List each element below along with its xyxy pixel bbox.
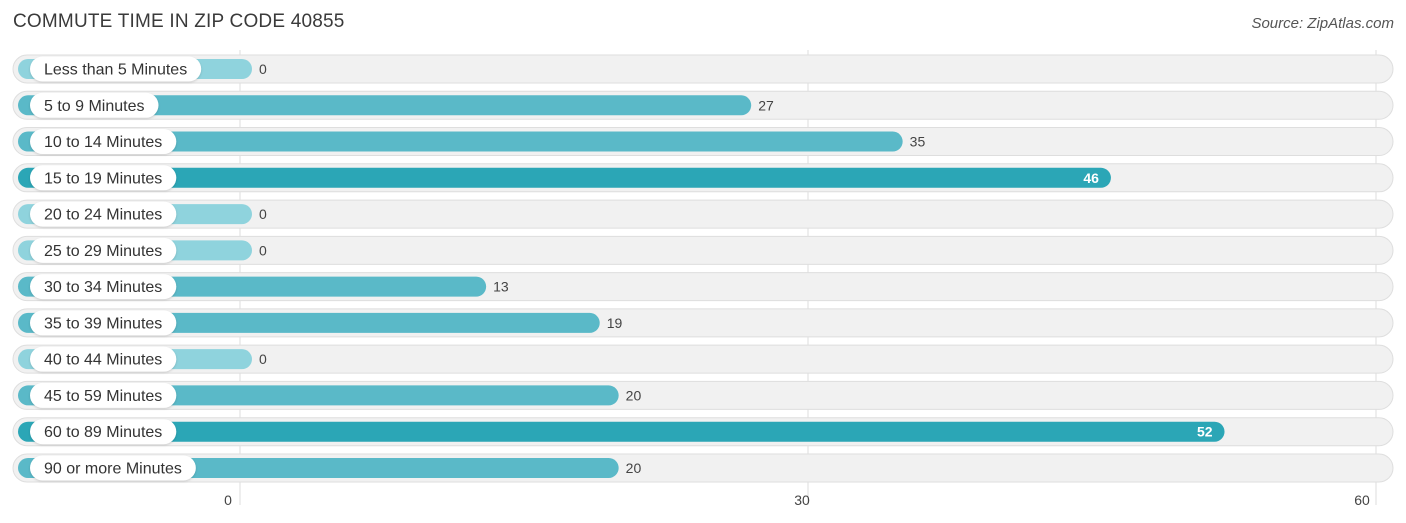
value-label: 35 xyxy=(910,134,926,150)
bar xyxy=(18,95,752,116)
category-pill xyxy=(30,92,159,118)
category-pill xyxy=(30,455,196,481)
x-tick-label: 0 xyxy=(224,492,232,508)
category-label: 5 to 9 Minutes xyxy=(44,98,145,115)
value-label: 46 xyxy=(1083,170,1099,186)
bar-track xyxy=(12,199,1394,229)
bar-row: 35 to 39 Minutes 19 xyxy=(12,308,1394,338)
category-label: 35 to 39 Minutes xyxy=(44,315,162,332)
category-label: 45 to 59 Minutes xyxy=(44,388,162,405)
bar-row: 25 to 29 Minutes 0 xyxy=(12,235,1394,265)
category-label: 40 to 44 Minutes xyxy=(44,352,162,369)
category-label: 30 to 34 Minutes xyxy=(44,279,162,296)
value-label: 19 xyxy=(607,315,623,331)
category-pill xyxy=(30,346,177,372)
category-pill xyxy=(30,310,177,336)
chart-source: Source: ZipAtlas.com xyxy=(1251,15,1394,32)
category-label: 10 to 14 Minutes xyxy=(44,134,162,151)
value-label: 27 xyxy=(758,97,774,113)
category-pill xyxy=(30,56,202,82)
value-label: 0 xyxy=(259,351,267,367)
bar-track xyxy=(12,54,1394,84)
bar-row: 40 to 44 Minutes 0 xyxy=(12,344,1394,374)
bar-row: 20 to 24 Minutes 0 xyxy=(12,199,1394,229)
category-label: 90 or more Minutes xyxy=(44,460,182,477)
bar xyxy=(18,131,903,152)
value-label: 20 xyxy=(626,387,642,403)
bar-row: 30 to 34 Minutes 13 xyxy=(12,272,1394,302)
bar-row: 10 to 14 Minutes 35 xyxy=(12,127,1394,157)
value-label: 0 xyxy=(259,61,267,77)
value-label: 52 xyxy=(1197,424,1213,440)
category-pill xyxy=(30,274,177,300)
category-pill xyxy=(30,237,177,263)
bar-track xyxy=(12,344,1394,374)
x-tick-label: 60 xyxy=(1354,492,1370,508)
chart-title: COMMUTE TIME IN ZIP CODE 40855 xyxy=(13,11,345,32)
category-pill xyxy=(30,201,177,227)
category-pill xyxy=(30,382,177,408)
bar-track xyxy=(12,235,1394,265)
category-label: 25 to 29 Minutes xyxy=(44,243,162,260)
bar-row: 90 or more Minutes 20 xyxy=(12,453,1394,483)
value-label: 20 xyxy=(626,460,642,476)
bar xyxy=(18,421,1225,442)
category-label: 60 to 89 Minutes xyxy=(44,424,162,441)
bar xyxy=(18,167,1111,188)
bar-rows: Less than 5 Minutes 0 5 to 9 Minutes 27 10 t… xyxy=(12,54,1394,483)
bar-row: 5 to 9 Minutes 27 xyxy=(12,90,1394,120)
category-pill xyxy=(30,129,177,155)
category-pill xyxy=(30,419,177,445)
x-axis: 0 30 60 xyxy=(224,492,1370,508)
category-label: 15 to 19 Minutes xyxy=(44,170,162,187)
value-label: 0 xyxy=(259,242,267,258)
x-tick-label: 30 xyxy=(794,492,810,508)
bar-row: Less than 5 Minutes 0 xyxy=(12,54,1394,84)
category-pill xyxy=(30,165,177,191)
value-label: 0 xyxy=(259,206,267,222)
bar-row: 45 to 59 Minutes 20 xyxy=(12,380,1394,410)
bar-row: 60 to 89 Minutes 52 xyxy=(12,417,1394,447)
bar-row: 15 to 19 Minutes 46 xyxy=(12,163,1394,193)
category-label: 20 to 24 Minutes xyxy=(44,207,162,224)
category-label: Less than 5 Minutes xyxy=(44,62,187,79)
value-label: 13 xyxy=(493,279,509,295)
